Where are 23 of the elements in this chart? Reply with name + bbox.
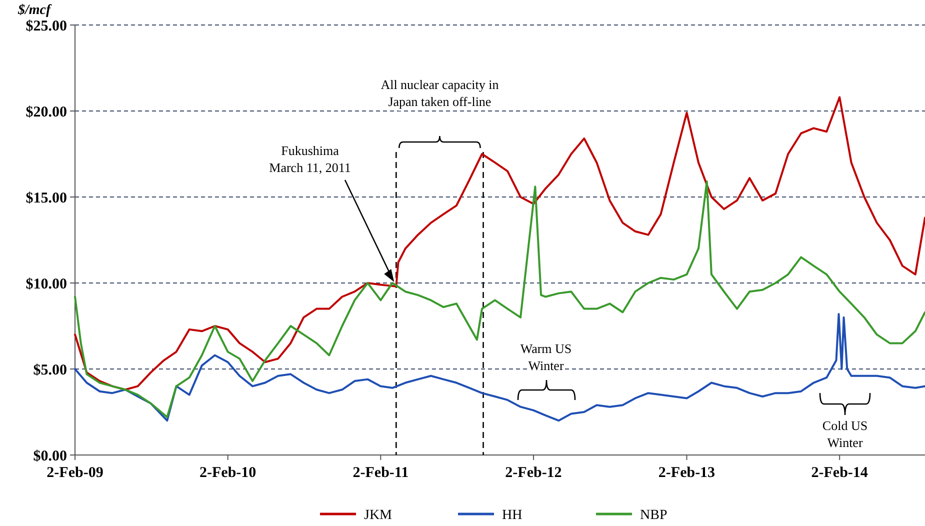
- y-axis-title: $/mcf: [17, 3, 52, 18]
- annotation: Cold US Winter: [822, 418, 868, 450]
- legend-label: JKM: [364, 508, 393, 523]
- line-series: [74, 96, 925, 391]
- y-tick-label: $0.00: [33, 448, 67, 464]
- legend-label: HH: [502, 508, 522, 523]
- line-series: [74, 180, 925, 418]
- x-tick-label: 2-Feb-13: [658, 465, 716, 481]
- y-tick-label: $10.00: [26, 276, 67, 292]
- annotation: Warm US Winter: [520, 341, 572, 373]
- line-series: [74, 312, 925, 422]
- annotation: Fukushima March 11, 2011: [269, 143, 351, 175]
- legend-label: NBP: [640, 508, 668, 523]
- y-tick-label: $15.00: [26, 190, 67, 206]
- annotation: All nuclear capacity in Japan taken off-line: [380, 77, 500, 109]
- y-tick-label: $25.00: [26, 18, 67, 34]
- x-tick-label: 2-Feb-14: [811, 465, 868, 481]
- y-tick-label: $5.00: [33, 362, 67, 378]
- x-tick-label: 2-Feb-12: [505, 465, 562, 481]
- x-tick-label: 2-Feb-10: [200, 465, 256, 481]
- x-tick-label: 2-Feb-09: [46, 465, 104, 481]
- x-tick-label: 2-Feb-11: [352, 465, 409, 481]
- y-tick-label: $20.00: [26, 104, 67, 120]
